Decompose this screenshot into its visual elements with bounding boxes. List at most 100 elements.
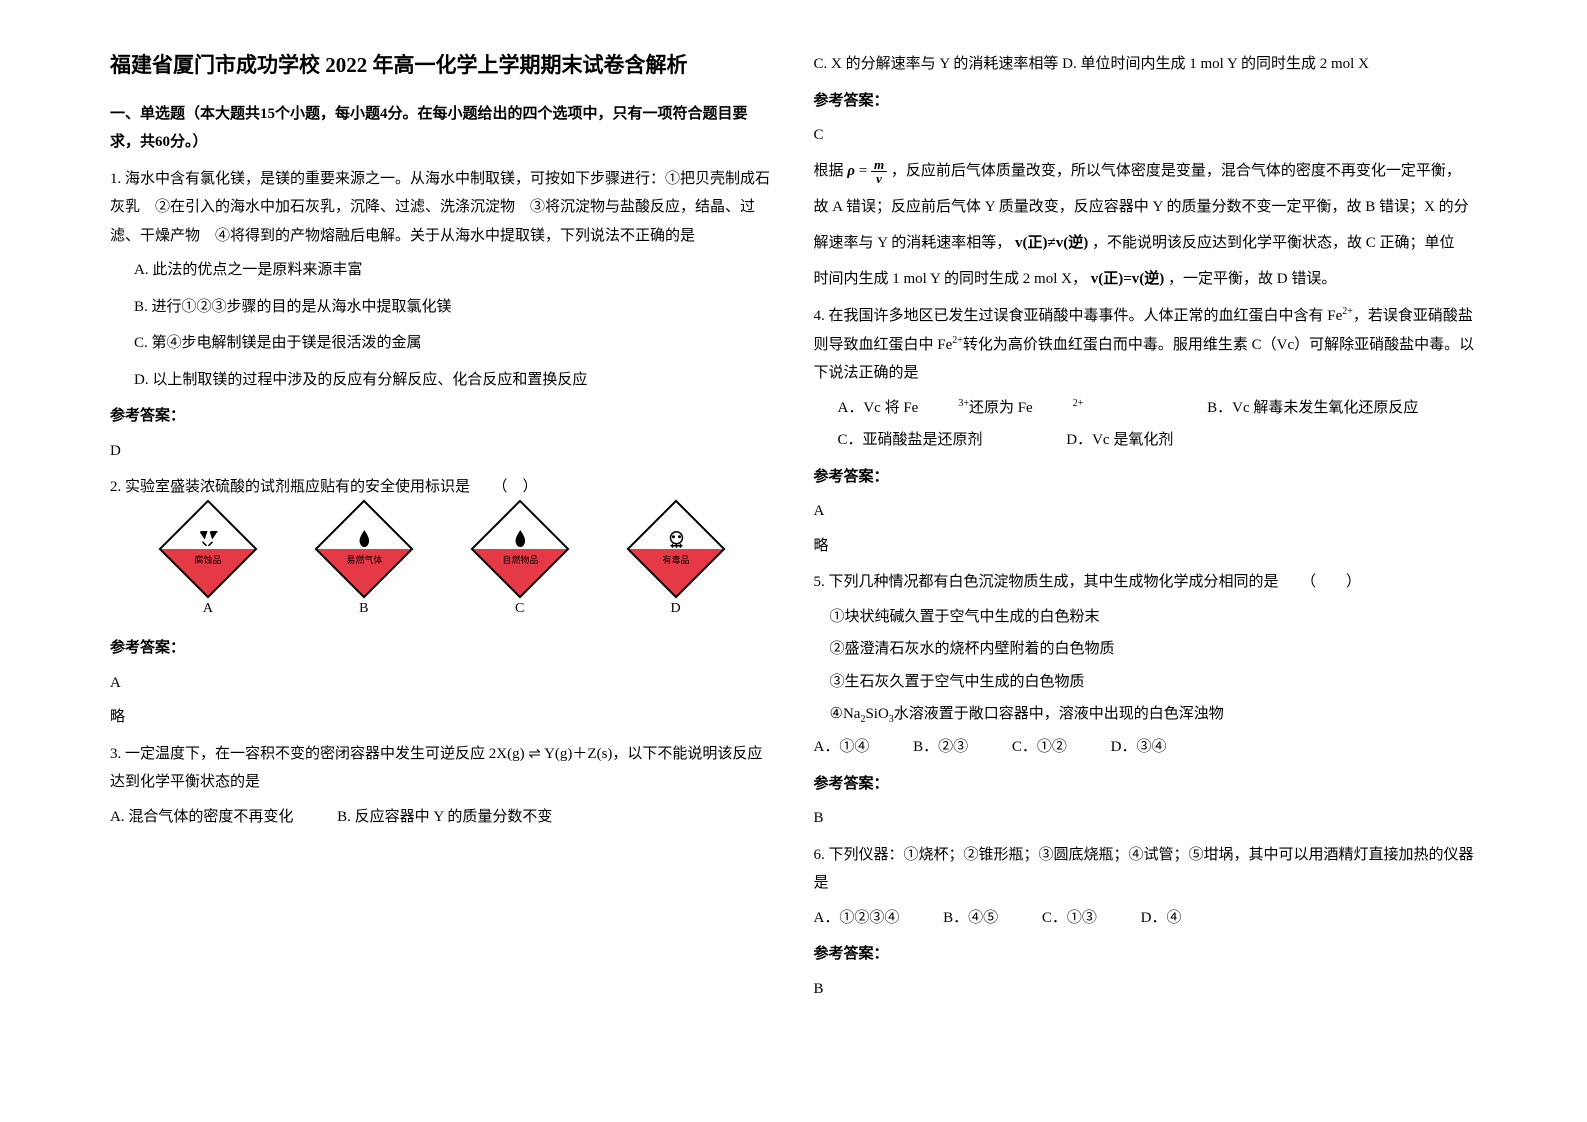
- q1-answer: D: [110, 437, 774, 466]
- q3-options-cd: C. X 的分解速率与 Y 的消耗速率相等 D. 单位时间内生成 1 mol Y…: [814, 50, 1478, 79]
- q4-opta-a: A．Vc 将 Fe: [838, 400, 919, 416]
- q1-option-c: C. 第④步电解制镁是由于镁是很活泼的金属: [134, 329, 774, 358]
- q3-explain-4: 时间内生成 1 mol Y 的同时生成 2 mol X， v(正)=v(逆) ，…: [814, 264, 1478, 294]
- q5-item4-b: SiO: [865, 706, 888, 722]
- sign-d: 有毒品 D: [641, 514, 711, 623]
- q4-options-ab: A．Vc 将 Fe3+还原为 Fe2+ B．Vc 解毒未发生氧化还原反应: [838, 394, 1478, 423]
- q5-item4-a: ④Na: [830, 706, 861, 722]
- left-column: 福建省厦门市成功学校 2022 年高一化学上学期期末试卷含解析 一、单选题（本大…: [90, 50, 794, 1072]
- exam-title: 福建省厦门市成功学校 2022 年高一化学上学期期末试卷含解析: [110, 50, 774, 82]
- q3-explain-3a: 解速率与 Y 的消耗速率相等，: [814, 235, 1012, 251]
- q5-option-d: D．③④: [1111, 739, 1167, 755]
- q3-answer-label: 参考答案：: [814, 87, 1478, 116]
- q5-text: 5. 下列几种情况都有白色沉淀物质生成，其中生成物化学成分相同的是 （ ）: [814, 568, 1478, 597]
- q6-option-d: D．④: [1141, 910, 1182, 926]
- sign-a-name: 腐蚀品: [194, 552, 221, 569]
- q3-option-b: B. 反应容器中 Y 的质量分数不变: [337, 809, 552, 825]
- q5-answer: B: [814, 804, 1478, 833]
- q3-explain-1b: ，反应前后气体质量改变，所以气体密度是变量，混合气体的密度不再变化一定平衡，: [891, 163, 1461, 179]
- q3-explain-3b: ，不能说明该反应达到化学平衡状态，故 C 正确；单位: [1092, 235, 1455, 251]
- q1-answer-label: 参考答案：: [110, 402, 774, 431]
- q1-text: 1. 海水中含有氯化镁，是镁的重要来源之一。从海水中制取镁，可按如下步骤进行：①…: [110, 165, 774, 251]
- sign-b-label: B: [359, 596, 368, 623]
- rate-inequality: v(正)≠v(逆): [1015, 235, 1088, 251]
- q4-note: 略: [814, 532, 1478, 561]
- sign-a: 腐蚀品 A: [173, 514, 243, 623]
- q3-option-d: D. 单位时间内生成 1 mol Y 的同时生成 2 mol X: [1062, 56, 1369, 72]
- right-column: C. X 的分解速率与 Y 的消耗速率相等 D. 单位时间内生成 1 mol Y…: [794, 50, 1498, 1072]
- q3-explain-2: 故 A 错误；反应前后气体 Y 质量改变，反应容器中 Y 的质量分数不变一定平衡…: [814, 192, 1478, 222]
- q6-option-c: C．①③: [1042, 910, 1097, 926]
- sign-b-name: 易燃气体: [346, 552, 382, 569]
- q3-explain-3: 解速率与 Y 的消耗速率相等， v(正)≠v(逆) ，不能说明该反应达到化学平衡…: [814, 228, 1478, 258]
- question-3: 3. 一定温度下，在一容积不变的密闭容器中发生可逆反应 2X(g) ⇌ Y(g)…: [110, 740, 774, 832]
- q2-answer-label: 参考答案：: [110, 634, 774, 663]
- section-header: 一、单选题（本大题共15个小题，每小题4分。在每小题给出的四个选项中，只有一项符…: [110, 100, 774, 157]
- q5-item2: ②盛澄清石灰水的烧杯内壁附着的白色物质: [830, 635, 1478, 664]
- question-2: 2. 实验室盛装浓硫酸的试剂瓶应贴有的安全使用标识是 （ ） 腐蚀品 A 易燃气…: [110, 473, 774, 732]
- q4-answer-label: 参考答案：: [814, 463, 1478, 492]
- q5-options: A．①④ B．②③ C．①② D．③④: [814, 733, 1478, 762]
- spontaneous-combustion-icon: 自燃物品: [470, 499, 569, 598]
- q4-answer: A: [814, 497, 1478, 526]
- q4-text: 4. 在我国许多地区已发生过误食亚硝酸中毒事件。人体正常的血红蛋白中含有 Fe2…: [814, 302, 1478, 388]
- q5-item4: ④Na2SiO3水溶液置于敞口容器中，溶液中出现的白色浑浊物: [830, 700, 1478, 729]
- q3-answer: C: [814, 121, 1478, 150]
- q3-option-a: A. 混合气体的密度不再变化: [110, 809, 293, 825]
- q1-option-a: A. 此法的优点之一是原料来源丰富: [134, 256, 774, 285]
- warning-signs-row: 腐蚀品 A 易燃气体 B 自燃物品: [110, 514, 774, 623]
- q5-item4-c: 水溶液置于敞口容器中，溶液中出现的白色浑浊物: [894, 706, 1224, 722]
- q5-option-a: A．①④: [814, 739, 870, 755]
- question-4: 4. 在我国许多地区已发生过误食亚硝酸中毒事件。人体正常的血红蛋白中含有 Fe2…: [814, 302, 1478, 560]
- q5-item1: ①块状纯碱久置于空气中生成的白色粉末: [830, 603, 1478, 632]
- q5-option-c: C．①②: [1012, 739, 1067, 755]
- q3-option-c: C. X 的分解速率与 Y 的消耗速率相等: [814, 56, 1059, 72]
- q4-opta-b: 还原为 Fe: [969, 400, 1033, 416]
- question-5: 5. 下列几种情况都有白色沉淀物质生成，其中生成物化学成分相同的是 （ ） ①块…: [814, 568, 1478, 833]
- density-formula: ρ = mv: [847, 156, 887, 186]
- q6-option-a: A．①②③④: [814, 910, 900, 926]
- sign-a-label: A: [203, 596, 213, 623]
- q1-option-d: D. 以上制取镁的过程中涉及的反应有分解反应、化合反应和置换反应: [134, 366, 774, 395]
- q3-explain-1: 根据 ρ = mv ，反应前后气体质量改变，所以气体密度是变量，混合气体的密度不…: [814, 156, 1478, 187]
- q6-text: 6. 下列仪器：①烧杯；②锥形瓶；③圆底烧瓶；④试管；⑤坩埚，其中可以用酒精灯直…: [814, 841, 1478, 898]
- q4-option-d: D．Vc 是氧化剂: [1066, 432, 1173, 448]
- q4-option-a: A．Vc 将 Fe3+还原为 Fe2+: [838, 400, 1084, 416]
- q4-options-cd: C．亚硝酸盐是还原剂 D．Vc 是氧化剂: [838, 426, 1478, 455]
- sign-d-label: D: [671, 596, 681, 623]
- q6-answer-label: 参考答案：: [814, 940, 1478, 969]
- q2-answer: A: [110, 669, 774, 698]
- sign-c-label: C: [515, 596, 524, 623]
- q2-text: 2. 实验室盛装浓硫酸的试剂瓶应贴有的安全使用标识是 （ ）: [110, 473, 774, 502]
- q6-option-b: B．④⑤: [943, 910, 998, 926]
- skull-icon: [664, 528, 688, 552]
- flame-icon: [352, 528, 376, 552]
- q6-options: A．①②③④ B．④⑤ C．①③ D．④: [814, 904, 1478, 933]
- q3-options-ab: A. 混合气体的密度不再变化 B. 反应容器中 Y 的质量分数不变: [110, 803, 774, 832]
- q3-explain-1a: 根据: [814, 163, 844, 179]
- q4-text-a: 4. 在我国许多地区已发生过误食亚硝酸中毒事件。人体正常的血红蛋白中含有 Fe: [814, 308, 1343, 324]
- toxic-icon: 有毒品: [626, 499, 725, 598]
- q6-answer: B: [814, 975, 1478, 1004]
- flammable-gas-icon: 易燃气体: [314, 499, 413, 598]
- q3-explain-4b: ，一定平衡，故 D 错误。: [1168, 271, 1336, 287]
- sign-c-name: 自燃物品: [502, 552, 538, 569]
- corrosive-icon: 腐蚀品: [158, 499, 257, 598]
- q3-explain-4a: 时间内生成 1 mol Y 的同时生成 2 mol X，: [814, 271, 1087, 287]
- sign-d-name: 有毒品: [662, 552, 689, 569]
- q5-option-b: B．②③: [913, 739, 968, 755]
- q5-item3: ③生石灰久置于空气中生成的白色物质: [830, 668, 1478, 697]
- q3-text: 3. 一定温度下，在一容积不变的密闭容器中发生可逆反应 2X(g) ⇌ Y(g)…: [110, 740, 774, 797]
- q4-option-b: B．Vc 解毒未发生氧化还原反应: [1207, 400, 1418, 416]
- sign-c: 自燃物品 C: [485, 514, 555, 623]
- flame-icon: [508, 528, 532, 552]
- q1-option-b: B. 进行①②③步骤的目的是从海水中提取氯化镁: [134, 293, 774, 322]
- question-3-continued: C. X 的分解速率与 Y 的消耗速率相等 D. 单位时间内生成 1 mol Y…: [814, 50, 1478, 294]
- sign-b: 易燃气体 B: [329, 514, 399, 623]
- q4-option-c: C．亚硝酸盐是还原剂: [838, 432, 983, 448]
- question-1: 1. 海水中含有氯化镁，是镁的重要来源之一。从海水中制取镁，可按如下步骤进行：①…: [110, 165, 774, 466]
- question-6: 6. 下列仪器：①烧杯；②锥形瓶；③圆底烧瓶；④试管；⑤坩埚，其中可以用酒精灯直…: [814, 841, 1478, 1004]
- q2-note: 略: [110, 703, 774, 732]
- q5-answer-label: 参考答案：: [814, 770, 1478, 799]
- rate-equality: v(正)=v(逆): [1091, 271, 1165, 287]
